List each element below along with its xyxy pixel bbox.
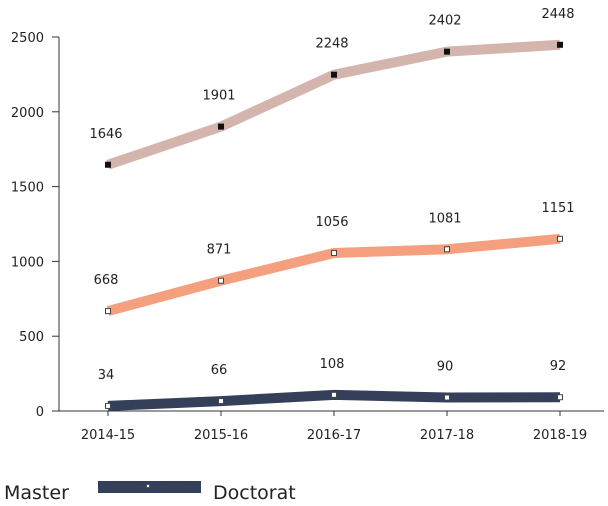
- data-label: 1646: [89, 127, 122, 142]
- data-point: [557, 235, 563, 242]
- data-label: 871: [207, 243, 232, 258]
- data-point: [218, 123, 224, 130]
- data-label: 668: [94, 273, 119, 288]
- data-point: [218, 277, 224, 284]
- y-axis: 0 500 1000 1500 2000 2500: [11, 31, 60, 420]
- x-tick-label: 2018-19: [533, 428, 587, 443]
- data-point: [444, 48, 450, 55]
- data-label: 108: [320, 357, 345, 372]
- data-label: 1056: [315, 215, 348, 230]
- series-3: 34 66 108 90 92: [98, 357, 567, 411]
- data-point: [557, 394, 563, 401]
- legend: Master Doctorat: [0, 478, 608, 506]
- series-layer: 1646 1901 2248 2402 2448 668 871 1056 1081 1151 34…: [89, 7, 575, 411]
- y-tick-label: 0: [36, 405, 44, 420]
- data-point: [331, 71, 337, 78]
- x-tick-label: 2014-15: [81, 428, 135, 443]
- data-label: 2248: [315, 37, 348, 52]
- legend-label-doctorat: Doctorat: [213, 482, 296, 504]
- y-tick-label: 500: [19, 330, 44, 345]
- line-chart: 0 500 1000 1500 2000 2500 2014-15 2015-16 2016-…: [11, 7, 604, 443]
- data-point: [444, 394, 450, 401]
- data-label: 92: [550, 359, 567, 374]
- series-1: 1646 1901 2248 2402 2448: [89, 7, 575, 170]
- legend-label-master: Master: [4, 482, 69, 504]
- y-tick-label: 1000: [11, 255, 44, 270]
- series-2: 668 871 1056 1081 1151: [94, 201, 575, 316]
- data-label: 1081: [428, 211, 461, 226]
- data-point: [557, 41, 563, 48]
- series-line: [106, 39, 561, 170]
- data-point: [105, 308, 111, 315]
- x-tick-label: 2017-18: [420, 428, 474, 443]
- data-point: [218, 398, 224, 405]
- data-point: [105, 161, 111, 168]
- data-label: 90: [437, 360, 454, 375]
- x-tick-label: 2015-16: [194, 428, 248, 443]
- data-label: 2402: [428, 14, 461, 29]
- data-label: 1901: [202, 89, 235, 104]
- x-axis: 2014-15 2015-16 2016-17 2017-18 2018-19: [59, 410, 604, 443]
- data-point: [105, 402, 111, 409]
- data-label: 2448: [541, 7, 574, 22]
- legend-swatch: [98, 481, 201, 493]
- data-label: 1151: [541, 201, 574, 216]
- series-line: [106, 233, 561, 316]
- y-tick-label: 1500: [11, 181, 44, 196]
- y-tick-label: 2000: [11, 106, 44, 121]
- data-point: [331, 391, 337, 398]
- data-label: 34: [98, 368, 115, 383]
- y-tick-label: 2500: [11, 31, 44, 46]
- data-point: [331, 250, 337, 257]
- data-point: [444, 246, 450, 253]
- data-label: 66: [211, 363, 228, 378]
- x-tick-label: 2016-17: [307, 428, 361, 443]
- legend-swatch-marker: [146, 484, 150, 488]
